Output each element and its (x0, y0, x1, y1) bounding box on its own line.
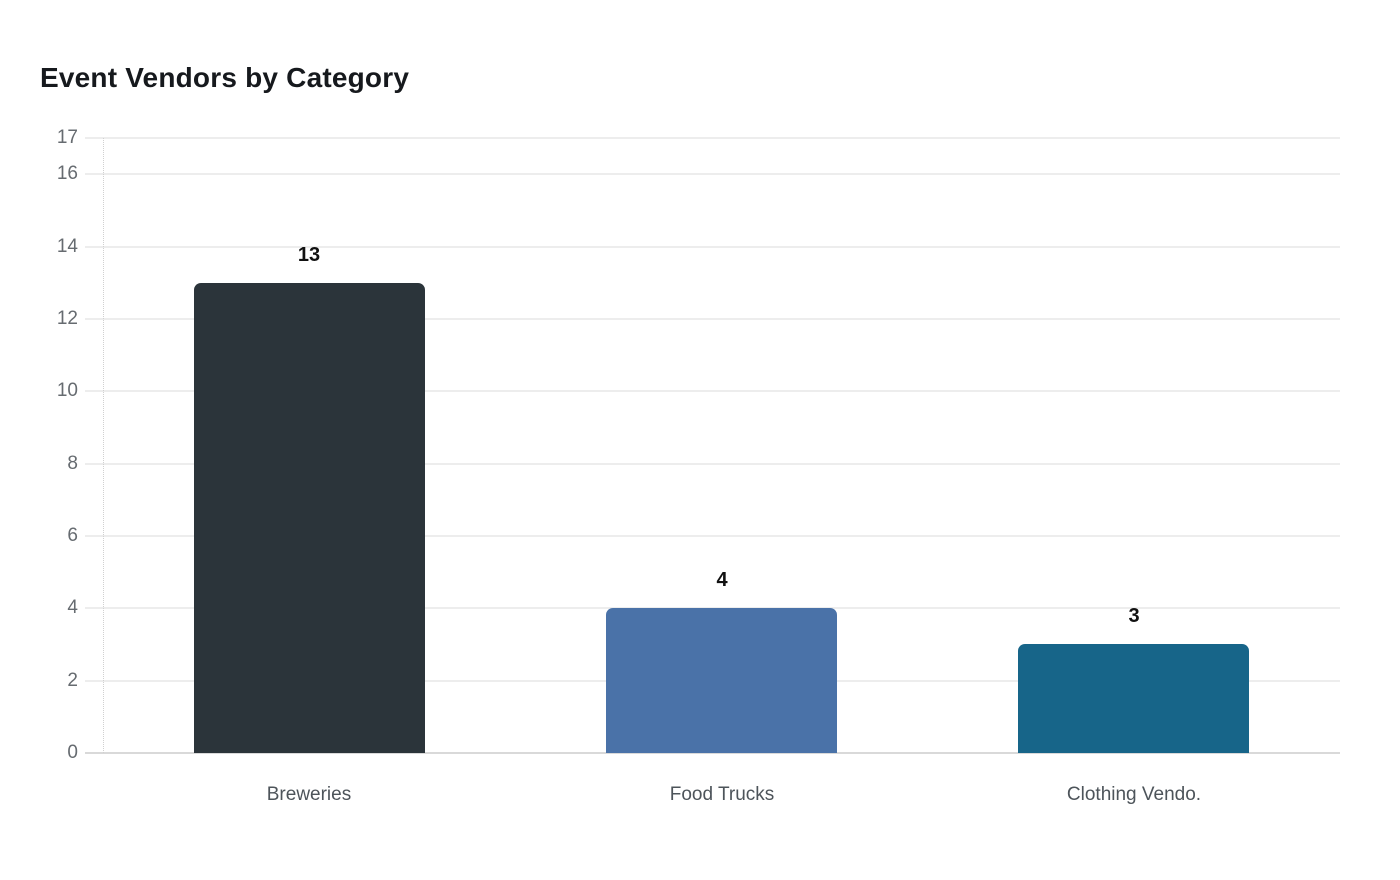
bar-breweries[interactable] (194, 283, 425, 753)
bar-value-label: 4 (716, 569, 728, 591)
y-tick-label: 2 (67, 670, 78, 691)
y-tick-label: 10 (56, 380, 78, 401)
y-tick-label: 0 (67, 742, 78, 763)
gridline (85, 318, 1340, 320)
y-tick-label: 8 (67, 453, 78, 474)
y-tick-label: 17 (56, 127, 78, 148)
x-axis-line (85, 752, 1340, 754)
gridline (85, 463, 1340, 465)
y-tick-label: 6 (67, 525, 78, 546)
gridline (85, 535, 1340, 537)
gridline (85, 137, 1340, 139)
y-tick-label: 14 (56, 236, 78, 257)
x-tick-label: Clothing Vendo. (1066, 784, 1202, 805)
y-tick-label: 12 (56, 308, 78, 329)
bar-clothing-vendo[interactable] (1018, 644, 1249, 753)
y-tick-label: 16 (56, 163, 78, 184)
gridline (85, 246, 1340, 248)
bar-value-label: 3 (1128, 605, 1140, 627)
bar-value-label: 13 (297, 244, 321, 266)
gridline (85, 390, 1340, 392)
x-tick-label: Food Trucks (669, 784, 775, 805)
bar-food-trucks[interactable] (606, 608, 837, 753)
chart-title: Event Vendors by Category (40, 62, 410, 93)
y-axis-line (103, 138, 104, 753)
y-tick-label: 4 (67, 597, 78, 618)
x-tick-label: Breweries (266, 784, 352, 805)
gridline (85, 173, 1340, 175)
